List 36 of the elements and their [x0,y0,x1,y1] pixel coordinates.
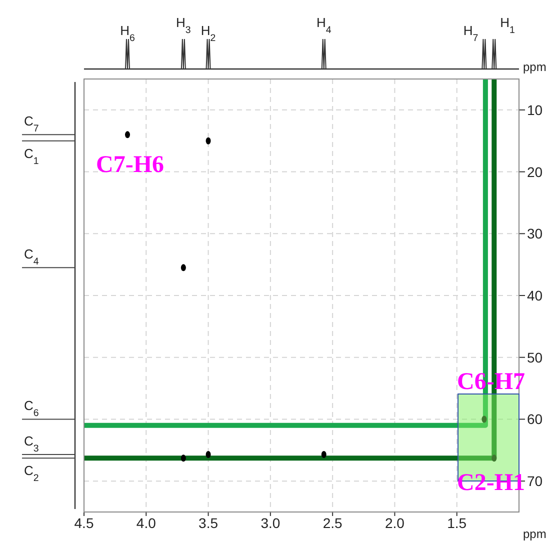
x-axis-title: ppm [523,527,546,541]
x-tick-label: 3.5 [198,514,218,531]
x-tick-label: 2.0 [384,514,405,531]
text: H$_{4}$ [316,15,332,36]
point [482,416,487,423]
text: H$_{6}$ [120,23,135,44]
y-axis-title: ppm [523,60,546,74]
text: C$_{6}$ [24,398,39,419]
x-tick-label: 1.5 [447,514,467,531]
y-tick-label: 60 [527,411,543,428]
y-tick-label: 50 [527,349,543,366]
y-tick-label: 40 [527,287,543,304]
x-tick-label: 3.0 [260,514,280,531]
y-tick-label: 20 [527,164,543,180]
point [180,454,186,462]
y-tick-label: 70 [527,473,543,490]
text: C$_{4}$ [24,246,40,268]
text: H$_{1}$ [500,15,515,36]
text: H$_{7}$ [463,23,478,44]
x-tick-label: 2.5 [322,514,343,531]
text: C$_{2}$ [24,463,39,484]
text: H$_{2}$ [200,23,216,44]
point [180,264,186,272]
point [206,137,211,144]
point [206,450,211,458]
x-tick-label: 4.5 [74,514,94,531]
point [321,450,326,458]
text: C$_{1}$ [24,146,39,166]
text: C$_{7}$ [24,114,39,134]
annotation: C7-H6 [96,152,164,178]
text: H$_{3}$ [176,15,191,36]
x-tick-label: 4.0 [136,514,156,531]
text: C$_{3}$ [24,433,39,454]
y-tick-label: 30 [527,226,543,242]
point [492,454,497,462]
y-tick-label: 10 [527,102,543,118]
